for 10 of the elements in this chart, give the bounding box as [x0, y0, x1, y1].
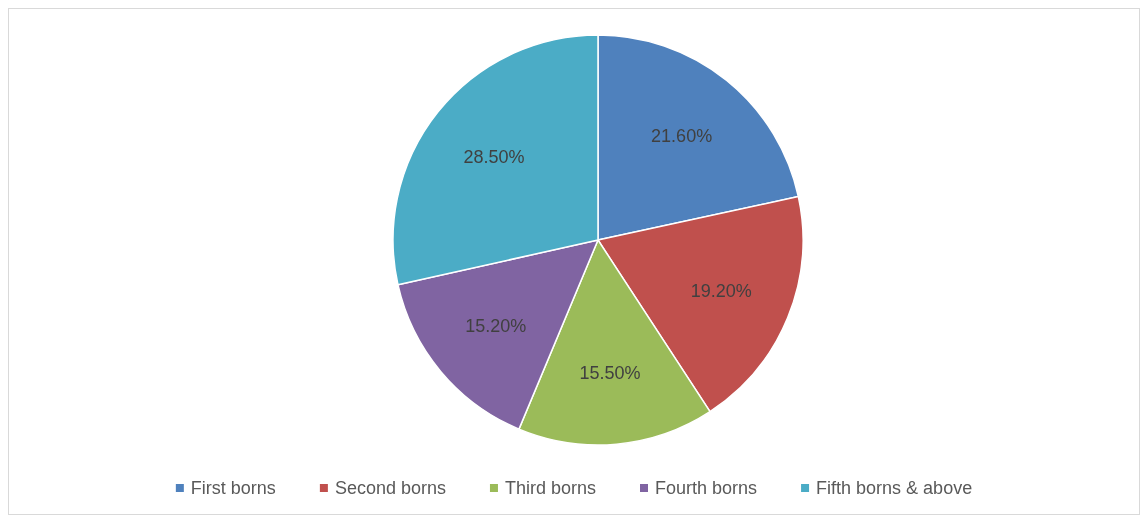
data-label: 15.50%: [579, 362, 641, 383]
legend-label: Third borns: [504, 478, 596, 498]
data-label: 28.50%: [463, 146, 525, 167]
legend-label: Fourth borns: [655, 478, 758, 498]
data-label: 19.20%: [690, 280, 752, 301]
data-label: 21.60%: [651, 126, 713, 147]
legend-label: Fifth borns & above: [816, 478, 973, 498]
data-label: 15.20%: [465, 315, 527, 336]
legend-label: First borns: [190, 478, 276, 498]
legend-label: Second borns: [334, 478, 446, 498]
